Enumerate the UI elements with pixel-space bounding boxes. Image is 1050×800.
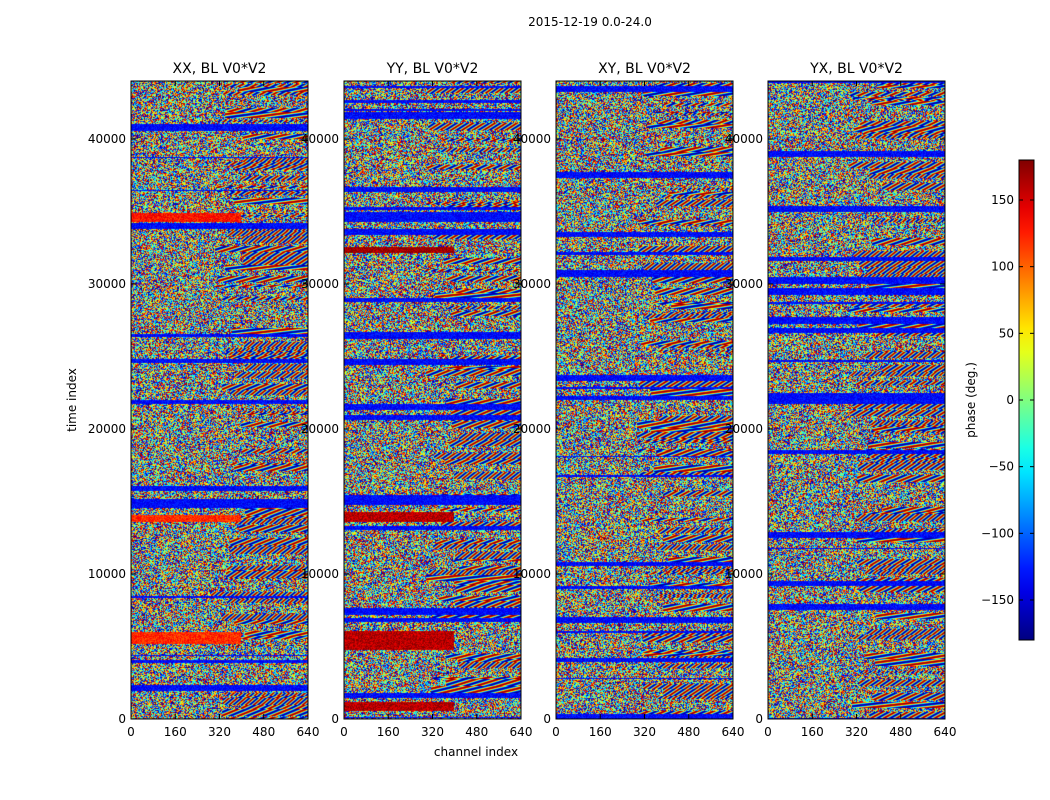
y-tick-label: 20000	[725, 422, 763, 436]
x-tick-label: 320	[633, 725, 656, 739]
x-tick-label: 320	[208, 725, 231, 739]
y-tick-label: 40000	[301, 132, 339, 146]
y-tick-label: 30000	[513, 277, 551, 291]
y-tick-label: 40000	[725, 132, 763, 146]
panel-title: XY, BL V0*V2	[598, 61, 691, 77]
heatmap-image-4	[768, 81, 945, 719]
y-tick-label: 20000	[513, 422, 551, 436]
x-tick-label: 0	[340, 725, 348, 739]
y-tick-label: 40000	[513, 132, 551, 146]
colorbar-tick-label: −100	[981, 526, 1014, 540]
y-tick-label: 20000	[301, 422, 339, 436]
y-tick-label: 20000	[88, 422, 126, 436]
heatmap-image-2	[344, 81, 521, 719]
figure-suptitle: 2015-12-19 0.0-24.0	[528, 15, 652, 29]
x-tick-label: 480	[889, 725, 912, 739]
y-tick-label: 30000	[88, 277, 126, 291]
x-tick-label: 320	[421, 725, 444, 739]
colorbar: phase (deg.) −150 −100 −50 0 50 100 150	[964, 159, 1035, 641]
x-tick-label: 640	[510, 725, 533, 739]
colorbar-tick-label: 50	[999, 326, 1014, 340]
x-tick-label: 0	[552, 725, 560, 739]
panel-1: XX, BL V0*V2 0 160 320 480 640 0 10000 20000 3000…	[88, 61, 320, 739]
heatmap-image-3	[556, 81, 733, 719]
colorbar-tick-label: 0	[1006, 393, 1014, 407]
x-tick-label: 320	[845, 725, 868, 739]
x-tick-label: 160	[377, 725, 400, 739]
colorbar-tick-label: −150	[981, 593, 1014, 607]
colorbar-tick-label: 150	[991, 193, 1014, 207]
colorbar-label: phase (deg.)	[964, 362, 978, 438]
panel-title: XX, BL V0*V2	[173, 61, 267, 77]
x-tick-label: 0	[764, 725, 772, 739]
x-tick-label: 640	[934, 725, 957, 739]
panels: XX, BL V0*V2 0 160 320 480 640 0 10000 20000 3000…	[88, 61, 957, 739]
colorbar-tick-label: 100	[991, 260, 1014, 274]
y-tick-label: 0	[755, 712, 763, 726]
y-tick-label: 10000	[88, 567, 126, 581]
x-tick-label: 480	[252, 725, 275, 739]
panel-title: YY, BL V0*V2	[386, 61, 479, 77]
panel-3: XY, BL V0*V2 0 160 320 480 640 0 10000 20000 3000…	[513, 61, 745, 739]
x-tick-label: 640	[722, 725, 745, 739]
x-tick-label: 160	[801, 725, 824, 739]
y-tick-label: 10000	[725, 567, 763, 581]
x-tick-label: 480	[677, 725, 700, 739]
x-tick-label: 480	[465, 725, 488, 739]
x-tick-label: 0	[127, 725, 135, 739]
y-tick-label: 10000	[301, 567, 339, 581]
y-tick-label: 0	[118, 712, 126, 726]
heatmap-image-1	[131, 81, 308, 719]
y-tick-label: 10000	[513, 567, 551, 581]
x-axis-label: channel index	[434, 745, 518, 759]
y-tick-label: 40000	[88, 132, 126, 146]
y-tick-label: 30000	[725, 277, 763, 291]
x-tick-label: 160	[164, 725, 187, 739]
x-tick-label: 640	[297, 725, 320, 739]
y-axis-label: time index	[65, 368, 79, 432]
y-tick-label: 0	[331, 712, 339, 726]
panel-2: YY, BL V0*V2 0 160 320 480 640 0 10000 20000 3000…	[301, 61, 533, 739]
y-tick-label: 30000	[301, 277, 339, 291]
colorbar-tick-label: −50	[989, 460, 1014, 474]
x-tick-label: 160	[589, 725, 612, 739]
panel-4: YX, BL V0*V2 0 160 320 480 640 0 10000 20000 3000…	[725, 61, 957, 739]
panel-title: YX, BL V0*V2	[809, 61, 903, 77]
y-tick-label: 0	[543, 712, 551, 726]
